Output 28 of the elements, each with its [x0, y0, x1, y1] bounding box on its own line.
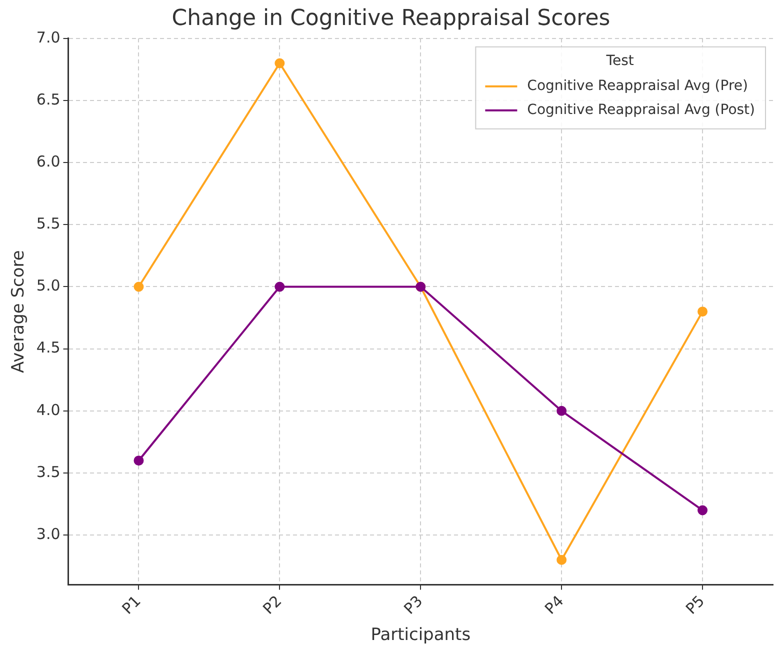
x-tick-label: P1	[118, 592, 144, 618]
x-axis-title: Participants	[370, 625, 471, 646]
point	[274, 282, 285, 292]
y-tick-label: 4.5	[36, 338, 60, 357]
y-tick-label: 6.0	[36, 152, 60, 170]
point	[556, 554, 567, 565]
x-tick-label: P2	[259, 592, 286, 618]
legend-title: Test	[605, 53, 634, 70]
point	[274, 58, 285, 68]
legend-label: Cognitive Reappraisal Avg (Pre)	[527, 78, 748, 94]
y-tick-label: 6.5	[36, 90, 60, 108]
point	[556, 406, 567, 416]
y-tick-label: 4.0	[36, 400, 60, 419]
point	[698, 306, 708, 317]
point	[134, 282, 144, 292]
x-tick-label: P5	[682, 592, 708, 618]
x-tick-label: P3	[400, 592, 426, 618]
y-tick-label: 3.0	[36, 524, 60, 543]
point	[134, 456, 144, 466]
legend-label: Cognitive Reappraisal Avg (Post)	[527, 102, 756, 118]
y-tick-label: 3.5	[36, 462, 60, 481]
y-tick-label: 5.0	[36, 276, 60, 295]
y-axis-title: Average Score	[8, 250, 29, 373]
chart-title: Change in Cognitive Reappraisal Scores	[172, 6, 610, 31]
y-tick-label: 7.0	[36, 28, 60, 46]
x-tick-label: P4	[541, 592, 568, 618]
point	[698, 505, 708, 516]
y-tick-label: 5.5	[36, 214, 60, 233]
